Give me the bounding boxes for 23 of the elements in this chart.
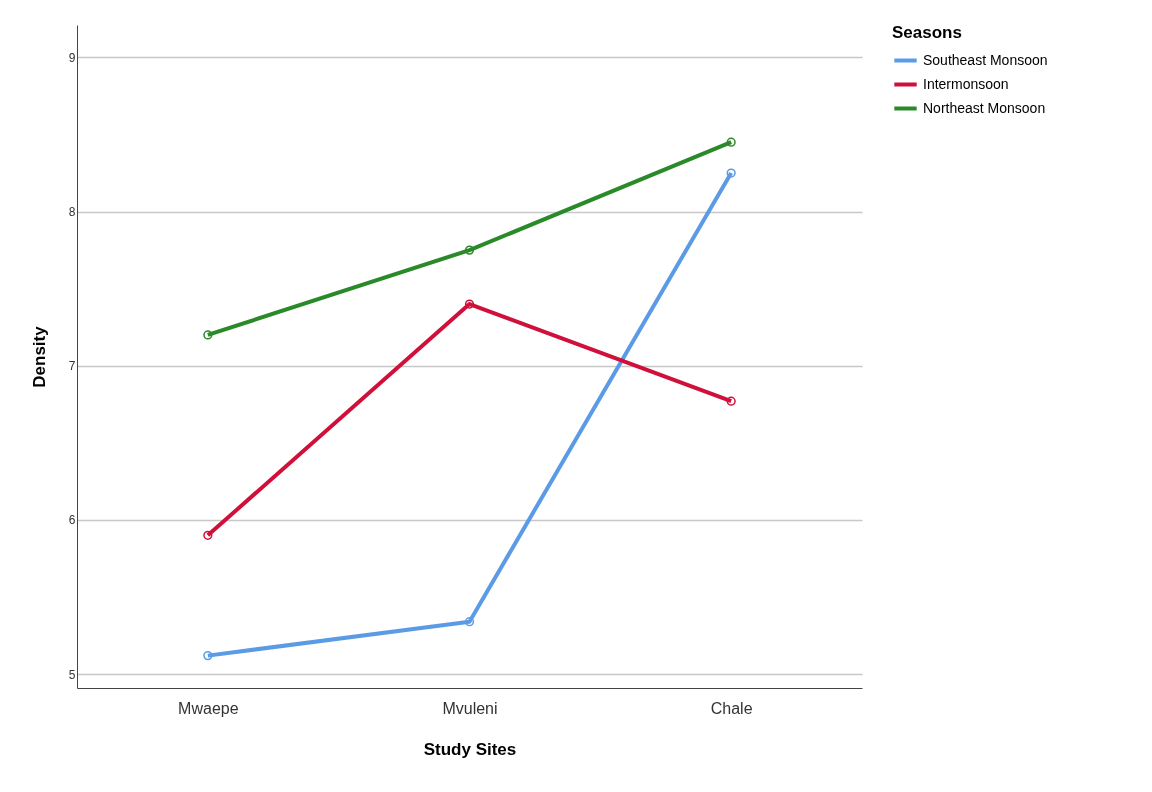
point <box>203 330 213 340</box>
y-tick-label: 9 <box>68 50 76 65</box>
point <box>464 617 475 627</box>
point <box>203 530 213 540</box>
legend-title: Seasons <box>892 23 962 42</box>
x-axis-title: Study Sites <box>423 739 517 759</box>
y-tick-label: 7 <box>68 359 76 374</box>
legend-label: Intermonsoon <box>923 75 1009 92</box>
y-tick-label: 5 <box>68 667 76 682</box>
point <box>464 299 475 309</box>
x-tick-label: Mvuleni <box>442 699 498 717</box>
x-tick-label: Mwaepe <box>178 699 239 717</box>
point <box>726 137 736 147</box>
x-tick-label: Chale <box>710 699 753 717</box>
legend-label: Southeast Monsoon <box>923 51 1048 68</box>
y-tick-label: 8 <box>68 205 76 220</box>
legend-label: Northeast Monsoon <box>923 99 1046 116</box>
point <box>726 396 736 406</box>
point <box>726 168 736 178</box>
y-tick-label: 6 <box>68 513 76 528</box>
point <box>203 651 213 661</box>
y-axis-title: Density <box>29 325 49 388</box>
point <box>464 245 475 255</box>
